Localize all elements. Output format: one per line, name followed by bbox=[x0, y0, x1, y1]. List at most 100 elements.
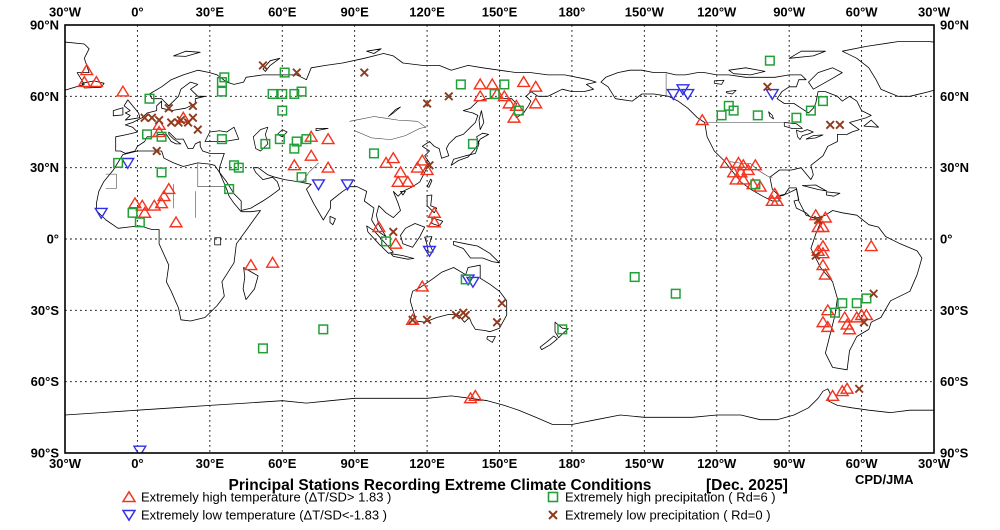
marker-high_temp bbox=[820, 320, 835, 333]
lat-tick-label-left: 30°N bbox=[30, 160, 59, 175]
marker-high_temp bbox=[839, 382, 855, 394]
lon-tick-label-top: 60°W bbox=[846, 5, 879, 20]
marker-high_precip bbox=[499, 79, 510, 90]
marker-high_temp bbox=[719, 156, 734, 169]
lat-tick-label-right: 0° bbox=[940, 232, 952, 247]
lake-outline bbox=[726, 90, 737, 95]
coastline bbox=[486, 336, 496, 343]
coastline bbox=[478, 110, 485, 131]
marker-high_precip bbox=[267, 88, 278, 100]
coastline bbox=[982, 108, 992, 116]
lon-tick-label-top: 90°W bbox=[773, 5, 806, 20]
coastline bbox=[728, 67, 766, 76]
lon-tick-label-top: 120°E bbox=[409, 5, 445, 20]
marker-high_precip bbox=[134, 217, 145, 228]
marker-high_temp bbox=[497, 89, 512, 102]
lon-tick-label-bottom: 30°W bbox=[49, 456, 82, 471]
coastline bbox=[993, 100, 1000, 120]
lon-tick-label-top: 30°W bbox=[918, 5, 951, 20]
marker-high_precip bbox=[127, 207, 138, 218]
marker-high_temp bbox=[390, 175, 406, 188]
marker-low_temp bbox=[422, 245, 437, 258]
marker-low_precip bbox=[422, 98, 432, 108]
lon-tick-label-top: 150°W bbox=[625, 5, 665, 20]
marker-high_temp bbox=[415, 279, 430, 292]
map-frame bbox=[64, 24, 935, 454]
marker-high_precip bbox=[455, 79, 466, 90]
coastline bbox=[841, 41, 934, 97]
lat-tick-label-right: 60°N bbox=[940, 89, 969, 104]
marker-high_precip bbox=[728, 105, 739, 116]
marker-high_temp bbox=[815, 220, 831, 233]
marker-high_temp bbox=[154, 196, 169, 209]
marker-high_precip bbox=[791, 112, 802, 123]
lake-outline bbox=[214, 237, 222, 246]
station-markers-layer bbox=[77, 55, 879, 453]
marker-high_precip bbox=[368, 148, 380, 159]
lat-tick-label-left: 90°S bbox=[31, 446, 60, 461]
marker-high_temp bbox=[753, 179, 768, 192]
marker-high_temp bbox=[463, 391, 478, 404]
marker-high_temp bbox=[79, 63, 94, 76]
marker-low_precip bbox=[176, 115, 186, 125]
marker-low_precip bbox=[188, 101, 198, 111]
marker-high_temp bbox=[473, 89, 488, 102]
marker-high_temp bbox=[415, 153, 430, 166]
marker-high_precip bbox=[216, 134, 227, 145]
lon-tick-label-bottom: 120°W bbox=[697, 456, 737, 471]
lon-tick-label-top: 30°E bbox=[196, 5, 225, 20]
figure-date: [Dec. 2025] bbox=[706, 477, 788, 494]
marker-high_temp bbox=[304, 149, 319, 161]
marker-low_temp bbox=[340, 179, 355, 192]
marker-high_precip bbox=[629, 271, 640, 283]
legend-low-temp-icon bbox=[121, 509, 137, 522]
marker-high_temp bbox=[427, 215, 442, 228]
marker-high_temp bbox=[509, 99, 524, 111]
marker-high_temp bbox=[769, 194, 785, 207]
marker-high_temp bbox=[528, 80, 543, 92]
coastline bbox=[985, 54, 1000, 237]
lon-tick-label-bottom: 30°E bbox=[196, 456, 225, 471]
marker-high_precip bbox=[289, 143, 300, 154]
coastline bbox=[115, 53, 597, 238]
lon-tick-label-top: 0° bbox=[131, 5, 143, 20]
marker-high_temp bbox=[152, 125, 167, 138]
coastline bbox=[173, 50, 201, 57]
lat-tick-label-right: 30°S bbox=[940, 303, 969, 318]
lon-tick-label-top: 60°E bbox=[268, 5, 297, 20]
marker-low_precip bbox=[497, 298, 507, 308]
country-border bbox=[354, 126, 427, 140]
marker-low_precip bbox=[188, 113, 198, 123]
marker-low_precip bbox=[425, 160, 434, 170]
lon-tick-label-bottom: 0° bbox=[131, 456, 143, 471]
marker-low_precip bbox=[152, 146, 162, 156]
country-border bbox=[975, 174, 985, 188]
marker-high_precip bbox=[301, 134, 312, 145]
marker-low_precip bbox=[359, 68, 369, 78]
marker-high_temp bbox=[815, 258, 831, 271]
marker-high_temp bbox=[393, 165, 408, 178]
marker-high_temp bbox=[837, 310, 852, 323]
coastline bbox=[242, 267, 259, 301]
marker-high_temp bbox=[695, 113, 710, 126]
lat-tick-label-left: 90°N bbox=[30, 18, 59, 33]
marker-high_precip bbox=[277, 105, 288, 116]
marker-high_temp bbox=[818, 267, 833, 280]
figure-title: Principal Stations Recording Extreme Cli… bbox=[229, 477, 652, 494]
marker-high_precip bbox=[279, 67, 290, 78]
coastline bbox=[426, 178, 433, 188]
marker-high_precip bbox=[142, 129, 153, 140]
marker-high_temp bbox=[835, 384, 850, 397]
marker-high_temp bbox=[815, 239, 831, 252]
marker-high_temp bbox=[89, 75, 104, 88]
coastline bbox=[802, 184, 827, 192]
marker-high_temp bbox=[243, 258, 259, 271]
marker-high_temp bbox=[473, 77, 488, 90]
lake-outline bbox=[315, 128, 329, 132]
lat-tick-label-right: 30°N bbox=[940, 160, 969, 175]
marker-low_temp bbox=[680, 88, 695, 101]
legend-low-temp-label: Extremely low temperature (ΔT/SD<-1.83 ) bbox=[141, 508, 387, 523]
marker-high_precip bbox=[489, 88, 500, 100]
lat-tick-label-left: 0° bbox=[47, 232, 59, 247]
marker-low_precip bbox=[461, 310, 471, 320]
